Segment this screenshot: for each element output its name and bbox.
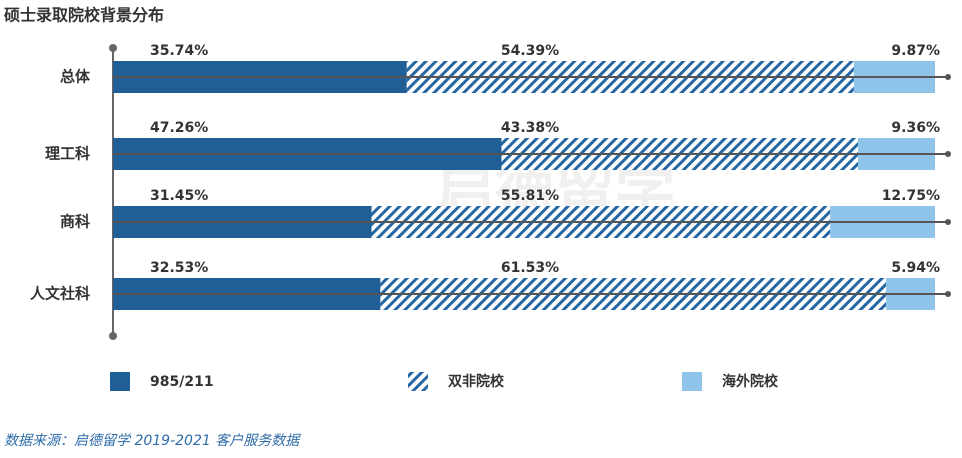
row-dot <box>945 74 951 80</box>
value-label: 5.94% <box>891 260 940 276</box>
chart-title: 硕士录取院校背景分布 <box>4 6 164 25</box>
legend-swatch <box>110 372 130 391</box>
legend-swatch <box>682 372 702 391</box>
value-label: 31.45% <box>150 188 208 204</box>
value-label: 54.39% <box>501 43 559 59</box>
category-label: 总体 <box>60 68 91 86</box>
legend-swatch <box>408 372 428 391</box>
row-dot <box>945 291 951 297</box>
row-dot <box>945 219 951 225</box>
value-label: 35.74% <box>150 43 208 59</box>
legend-label: 海外院校 <box>722 373 779 390</box>
value-label: 32.53% <box>150 260 208 276</box>
value-label: 12.75% <box>882 188 940 204</box>
value-label: 9.87% <box>891 43 940 59</box>
category-label: 人文社科 <box>30 285 90 303</box>
source-note: 数据来源：启德留学 2019-2021 客户服务数据 <box>4 433 301 449</box>
value-label: 61.53% <box>501 260 559 276</box>
axis-dot <box>109 44 117 52</box>
category-label: 商科 <box>60 213 90 231</box>
value-label: 47.26% <box>150 120 208 136</box>
value-label: 43.38% <box>501 120 559 136</box>
value-label: 55.81% <box>501 188 559 204</box>
axis-dot <box>109 332 117 340</box>
category-label: 理工科 <box>45 145 90 163</box>
value-label: 9.36% <box>891 120 940 136</box>
row-dot <box>945 151 951 157</box>
legend-label: 985/211 <box>150 374 214 390</box>
legend-label: 双非院校 <box>448 373 505 390</box>
